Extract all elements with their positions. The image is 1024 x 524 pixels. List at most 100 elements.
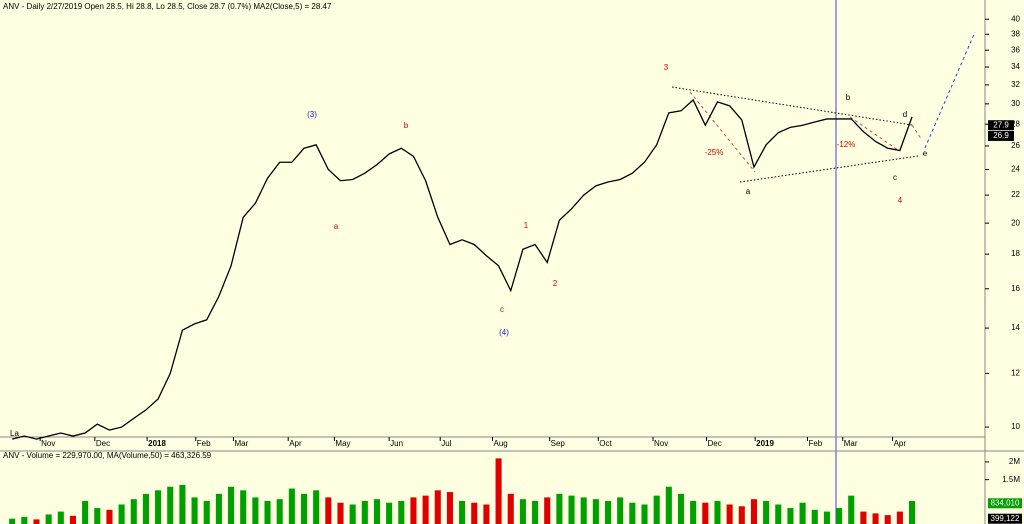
wave-label: b <box>404 121 409 130</box>
x-tick-label: Feb <box>808 439 822 448</box>
volume-bar <box>69 515 77 524</box>
volume-bar <box>446 492 453 524</box>
volume-bar <box>94 508 101 524</box>
price-line <box>12 98 913 440</box>
wave-line <box>689 91 756 173</box>
x-tick-label: May <box>335 439 350 448</box>
volume-bar <box>288 488 295 524</box>
volume-bar <box>823 511 830 524</box>
volume-bar <box>264 500 271 524</box>
x-tick-label: Jun <box>390 439 403 448</box>
x-tick-label: Apr <box>289 439 302 448</box>
volume-bar <box>872 513 879 524</box>
y-tick-label: 26 <box>1011 141 1020 150</box>
y-tick-label: 30 <box>1011 99 1020 108</box>
x-tick-label: Nov <box>41 439 55 448</box>
wave-label: c <box>500 305 504 314</box>
y-tick-label: 14 <box>1011 323 1020 332</box>
volume-bar <box>799 502 806 524</box>
volume-bar <box>203 500 210 524</box>
x-tick-label: 2018 <box>148 439 166 448</box>
x-tick-label: Nov <box>654 439 668 448</box>
volume-bar <box>422 495 429 524</box>
volume-bar <box>775 504 782 524</box>
volume-bar <box>337 502 344 524</box>
x-tick-label: Apr <box>894 439 907 448</box>
volume-bar <box>641 504 648 524</box>
volume-bar <box>228 486 235 524</box>
y-tick-label: 38 <box>1011 29 1020 38</box>
volume-bar <box>787 508 794 524</box>
volume-bar <box>45 514 52 524</box>
volume-bar <box>325 497 332 524</box>
wave-label: e <box>923 149 928 158</box>
wave-label: -25% <box>705 148 724 157</box>
wave-label: c <box>893 173 897 182</box>
volume-bar <box>300 493 308 524</box>
volume-bar <box>811 509 818 524</box>
price-marker-label: 27.9 <box>993 120 1009 129</box>
volume-bar <box>106 509 113 524</box>
volume-bar <box>9 518 16 524</box>
y-tick-label: 24 <box>1011 165 1020 174</box>
volume-bar <box>155 490 162 524</box>
y-tick-label: 40 <box>1011 14 1020 23</box>
y-tick-label: 12 <box>1011 369 1020 378</box>
price-marker-box <box>988 120 1014 131</box>
y-tick-label: 36 <box>1011 45 1020 54</box>
volume-bar <box>167 486 174 524</box>
y-tick-label: 28 <box>1011 119 1020 128</box>
y-tick-label: 20 <box>1011 218 1020 227</box>
volume-bar <box>714 500 721 524</box>
wave-line <box>849 116 899 151</box>
x-tick-label: Oct <box>599 439 612 448</box>
volume-y-tick-label: 1.5M <box>1002 475 1020 484</box>
volume-marker-label: 399,122 <box>991 514 1020 523</box>
volume-bar <box>471 502 478 524</box>
price-marker-label: 26.9 <box>993 131 1009 140</box>
x-tick-label: Jul <box>441 439 451 448</box>
volume-bar <box>556 493 563 524</box>
y-tick-label: 22 <box>1011 190 1020 199</box>
volume-bar <box>726 504 733 524</box>
wave-label: 2 <box>553 279 558 288</box>
volume-bar <box>507 493 514 524</box>
volume-header: ANV - Volume = 229,970.00, MA(Volume,50)… <box>3 451 212 460</box>
volume-bar <box>386 502 393 524</box>
corner-text: La <box>10 429 19 438</box>
volume-bar <box>653 495 660 524</box>
volume-bar <box>690 500 697 524</box>
y-tick-label: 18 <box>1011 249 1020 258</box>
volume-bar <box>677 493 685 524</box>
volume-bar <box>750 499 757 524</box>
volume-bar <box>142 493 149 524</box>
volume-bar <box>702 502 709 524</box>
volume-bar <box>240 490 247 524</box>
volume-bar <box>617 497 624 524</box>
volume-bar <box>434 490 441 524</box>
volume-bar <box>604 500 612 524</box>
wave-label: -12% <box>837 140 856 149</box>
volume-bar <box>276 499 283 524</box>
y-tick-label: 16 <box>1011 284 1020 293</box>
y-tick-label: 34 <box>1011 62 1020 71</box>
volume-bar <box>665 486 672 524</box>
volume-bar <box>836 508 843 524</box>
x-tick-label: Mar <box>844 439 858 448</box>
volume-bar <box>568 495 575 524</box>
volume-marker-label: 834,010 <box>991 498 1020 507</box>
wave-label: d <box>903 110 907 119</box>
x-tick-label: Mar <box>234 439 248 448</box>
y-tick-label: 10 <box>1011 422 1020 431</box>
x-tick-label: 2019 <box>756 439 774 448</box>
wave-label: (4) <box>499 328 509 337</box>
volume-bar <box>57 511 64 524</box>
volume-bar <box>519 499 526 524</box>
volume-bar <box>544 497 551 524</box>
volume-bar <box>483 504 490 524</box>
y-tick-label: 32 <box>1011 80 1020 89</box>
volume-bar <box>130 499 137 524</box>
volume-bar <box>629 502 636 524</box>
